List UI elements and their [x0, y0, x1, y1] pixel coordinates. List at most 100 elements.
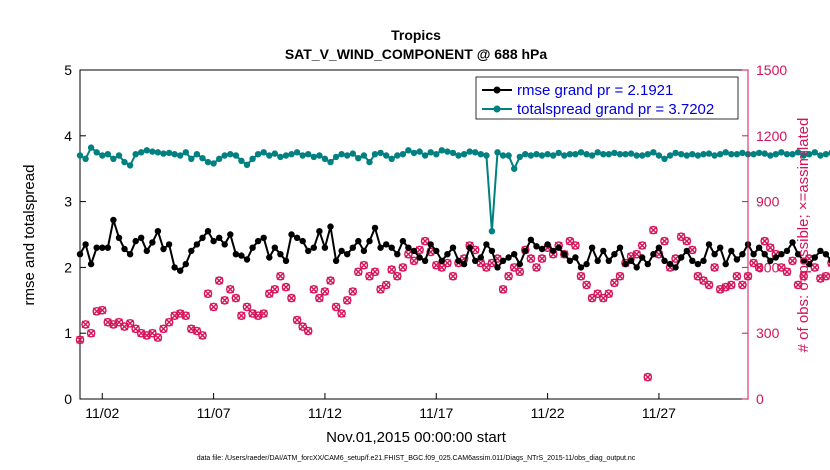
- rmse-point: [460, 260, 468, 268]
- totalspread-point: [505, 152, 512, 159]
- rmse-point: [344, 251, 351, 258]
- totalspread-point: [126, 162, 134, 169]
- rmse-point: [527, 236, 535, 243]
- totalspread-point: [733, 151, 741, 158]
- totalspread-point: [661, 155, 668, 162]
- obs-point: [810, 263, 820, 272]
- totalspread-point: [460, 151, 468, 158]
- x-axis-label: Nov.01,2015 00:00:00 start: [326, 429, 507, 446]
- totalspread-point: [377, 149, 384, 157]
- rmse-point: [488, 247, 496, 255]
- totalspread-point: [371, 151, 379, 158]
- y-right-tick-label: 1200: [756, 128, 787, 144]
- y-left-tick-label: 0: [64, 391, 72, 407]
- rmse-point: [154, 228, 162, 235]
- y-right-tick-label: 900: [756, 194, 780, 210]
- totalspread-point: [811, 149, 818, 156]
- rmse-point: [254, 237, 262, 245]
- rmse-point: [99, 244, 106, 251]
- rmse-point: [561, 251, 568, 258]
- rmse-point: [104, 244, 112, 251]
- rmse-point: [87, 260, 95, 268]
- totalspread-point: [627, 150, 635, 157]
- totalspread-point: [254, 151, 262, 158]
- rmse-point: [516, 260, 523, 268]
- rmse-point: [472, 257, 479, 264]
- rmse-point: [438, 257, 445, 264]
- rmse-point: [555, 244, 562, 251]
- totalspread-point: [533, 151, 540, 158]
- totalspread-point: [527, 152, 535, 159]
- rmse-point: [550, 247, 557, 255]
- obs-point: [782, 267, 792, 277]
- totalspread-point: [778, 149, 785, 156]
- totalspread-point: [193, 151, 201, 158]
- totalspread-point: [767, 152, 774, 159]
- totalspread-point: [800, 152, 807, 159]
- totalspread-point: [199, 155, 206, 162]
- rmse-point: [588, 244, 596, 251]
- totalspread-point: [449, 149, 457, 157]
- rmse-point: [449, 244, 457, 251]
- obs-point: [203, 289, 213, 299]
- obs-point: [582, 280, 591, 290]
- y-left-tick-label: 4: [64, 128, 72, 144]
- totalspread-point: [494, 149, 501, 156]
- rmse-point: [366, 237, 373, 245]
- obs-point: [237, 311, 246, 321]
- rmse-point: [639, 254, 646, 261]
- obs-point: [504, 271, 513, 281]
- rmse-point: [594, 257, 601, 264]
- rmse-point: [733, 256, 741, 263]
- totalspread-point: [499, 152, 507, 159]
- rmse-point: [483, 241, 490, 248]
- obs-point: [309, 284, 319, 294]
- totalspread-point: [165, 149, 173, 157]
- rmse-series: [76, 216, 830, 274]
- legend-rmse-label: rmse grand pr = 2.1921: [517, 82, 673, 99]
- rmse-point: [750, 251, 757, 258]
- totalspread-point: [438, 147, 445, 154]
- totalspread-point: [572, 151, 579, 158]
- totalspread-point: [605, 151, 612, 158]
- obs-point: [532, 263, 541, 272]
- totalspread-point: [394, 152, 401, 159]
- totalspread-point: [282, 152, 290, 159]
- totalspread-point: [678, 151, 685, 158]
- totalspread-point: [700, 151, 707, 158]
- rmse-point: [583, 260, 590, 268]
- totalspread-point: [550, 152, 557, 159]
- totalspread-point: [739, 149, 746, 157]
- rmse-point: [165, 241, 173, 248]
- rmse-point: [717, 244, 724, 251]
- totalspread-point: [121, 158, 128, 166]
- obs-point: [259, 309, 269, 318]
- obs-point: [537, 254, 547, 263]
- obs-point: [331, 302, 341, 312]
- totalspread-point: [299, 152, 306, 159]
- totalspread-point: [644, 151, 651, 158]
- rmse-point: [360, 247, 368, 255]
- totalspread-point: [327, 158, 334, 166]
- totalspread-point: [666, 152, 674, 159]
- rmse-point: [249, 244, 256, 251]
- rmse-point: [783, 247, 791, 255]
- obs-point: [571, 241, 580, 250]
- totalspread-point: [705, 150, 713, 157]
- rmse-point: [694, 260, 702, 268]
- rmse-point: [572, 254, 579, 261]
- rmse-point: [511, 251, 518, 258]
- totalspread-point: [772, 151, 779, 158]
- obs-point: [643, 372, 653, 382]
- legend-rmse-marker: [493, 86, 501, 94]
- rmse-point: [282, 257, 290, 264]
- totalspread-point: [305, 151, 312, 158]
- totalspread-point: [277, 153, 284, 161]
- obs-point: [348, 287, 358, 296]
- rmse-point: [655, 244, 663, 251]
- rmse-point: [678, 254, 685, 261]
- rmse-point: [650, 251, 657, 258]
- totalspread-point: [583, 151, 590, 158]
- totalspread-point: [683, 152, 690, 159]
